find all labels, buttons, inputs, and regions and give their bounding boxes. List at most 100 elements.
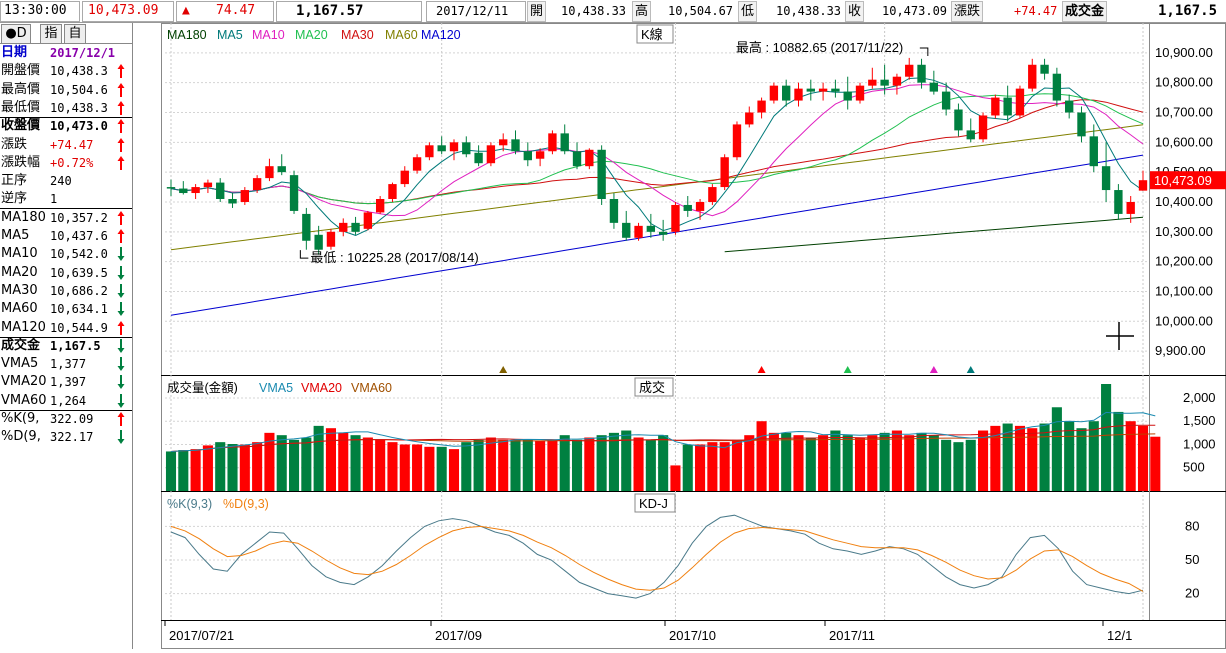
candle-body — [302, 213, 311, 241]
panel-row-label: MA60 — [1, 301, 38, 317]
vma20-line — [170, 424, 1156, 452]
dot-icon: ● — [5, 26, 17, 41]
candle-body — [572, 151, 582, 167]
arrow-up-icon — [117, 210, 125, 225]
chart-area[interactable]: 10,900.0010,800.0010,700.0010,600.0010,5… — [161, 23, 1226, 649]
candle-body — [991, 97, 1000, 116]
volume-bar — [842, 435, 853, 491]
candle-body — [437, 145, 446, 152]
volume-bar — [547, 439, 558, 491]
panel-row-label: MA180 — [1, 209, 46, 225]
panel-row: MA10 10,542.0 — [0, 245, 132, 263]
quote-volume: 1,167.57 — [296, 3, 364, 19]
candle-body — [166, 187, 176, 189]
volume-bar — [1076, 428, 1087, 491]
candle-body — [868, 79, 877, 86]
candle-body — [831, 88, 840, 92]
candle-body — [1089, 136, 1098, 167]
candle-body — [339, 222, 348, 232]
volume-bar — [818, 435, 829, 491]
candle-body — [769, 85, 779, 101]
arrow-up-icon — [117, 82, 125, 97]
panel-row-value: 10,437.6 — [50, 229, 108, 243]
panel-row: MA120 10,544.9 — [0, 319, 132, 337]
quote-chg: +74.47 — [1014, 4, 1058, 18]
volume-bar — [436, 446, 447, 491]
volume-bar — [879, 432, 890, 491]
volume-bar — [215, 442, 226, 491]
volume-bar — [239, 444, 250, 491]
chart-svg[interactable]: 10,900.0010,800.0010,700.0010,600.0010,5… — [161, 23, 1226, 649]
chart-frame — [161, 23, 1226, 649]
volume-bar — [670, 465, 681, 491]
candle-body — [683, 204, 692, 211]
candle-body — [511, 139, 520, 152]
candle-body — [941, 91, 951, 110]
candle-body — [818, 88, 828, 92]
low-annotation: 最低 : 10225.28 (2017/08/14) — [310, 250, 478, 265]
volume-bar — [891, 430, 902, 491]
volume-bar — [1125, 421, 1136, 491]
panel-row-label: 逆序 — [1, 191, 28, 207]
volume-bar — [1051, 407, 1062, 491]
candle-body — [917, 64, 926, 83]
change-box — [176, 1, 274, 22]
panel-row-label: 開盤價 — [1, 63, 41, 79]
candle-body — [486, 145, 496, 164]
volume-bar — [461, 442, 472, 491]
panel-row: 漲跌 +74.47 — [0, 136, 132, 154]
volume-bar — [1002, 423, 1013, 491]
panel-row-label: %K(9, — [1, 411, 40, 426]
quote-amount: 1,167.5 — [1158, 3, 1218, 19]
volume-bar — [768, 432, 779, 491]
candle-body — [622, 222, 631, 238]
panel-row: MA30 10,686.2 — [0, 282, 132, 300]
arrow-down-icon — [117, 338, 125, 353]
volume-bar — [941, 439, 952, 491]
arrow-down-icon — [117, 283, 125, 298]
panel-row-label: 日期 — [1, 45, 28, 60]
tab-daily[interactable]: ●D — [1, 24, 31, 44]
candle-body — [277, 166, 286, 173]
panel-title-kline: K線 — [641, 27, 663, 42]
arrow-up-icon — [117, 229, 125, 243]
volume-bar — [190, 449, 201, 491]
candle-body — [499, 139, 508, 146]
candle-body — [1101, 166, 1111, 191]
event-marker-icon — [499, 366, 508, 373]
y-tick-label: 10,300.00 — [1155, 224, 1213, 239]
vma5-line — [170, 411, 1156, 452]
arrow-up-icon — [117, 412, 125, 426]
volume-bar — [854, 437, 866, 491]
y-tick-label: 10,600.00 — [1155, 134, 1213, 149]
tab-custom[interactable]: 自 — [64, 24, 86, 44]
panel-row: MA5 10,437.6 — [0, 227, 132, 245]
panel-row-value: 10,473.0 — [50, 119, 108, 134]
crosshair-icon — [1106, 322, 1134, 350]
volume-bar — [338, 432, 349, 491]
candle-body — [806, 88, 815, 92]
high-annotation: 最高 : 10882.65 (2017/11/22) — [736, 40, 903, 55]
quote-change: 74.47 — [216, 3, 256, 18]
y-tick-label: 500 — [1183, 460, 1205, 475]
candle-body — [400, 170, 409, 185]
tab-index[interactable]: 指 — [40, 24, 62, 44]
volume-bar — [584, 437, 595, 491]
candle-body — [1052, 73, 1062, 101]
panel-title-volume: 成交 — [639, 380, 665, 395]
candle-body — [523, 151, 532, 161]
chg-label: 漲跌 — [951, 1, 984, 22]
k-line — [170, 514, 1144, 599]
date-box — [426, 1, 526, 22]
candle-body — [880, 79, 889, 86]
candle-body — [425, 145, 434, 158]
panel-row-value: 10,438.3 — [50, 100, 108, 115]
volume-legend-item: VMA5 — [259, 381, 293, 395]
candle-body — [646, 225, 656, 232]
y-tick-label: 10,000.00 — [1155, 313, 1213, 328]
panel-row: VMA20 1,397 — [0, 373, 132, 391]
panel-row-value: 2017/12/1 — [50, 46, 116, 60]
volume-bar — [165, 451, 177, 491]
quote-open: 10,438.33 — [561, 4, 627, 18]
kd-legend-k: %K(9,3) — [167, 497, 212, 511]
